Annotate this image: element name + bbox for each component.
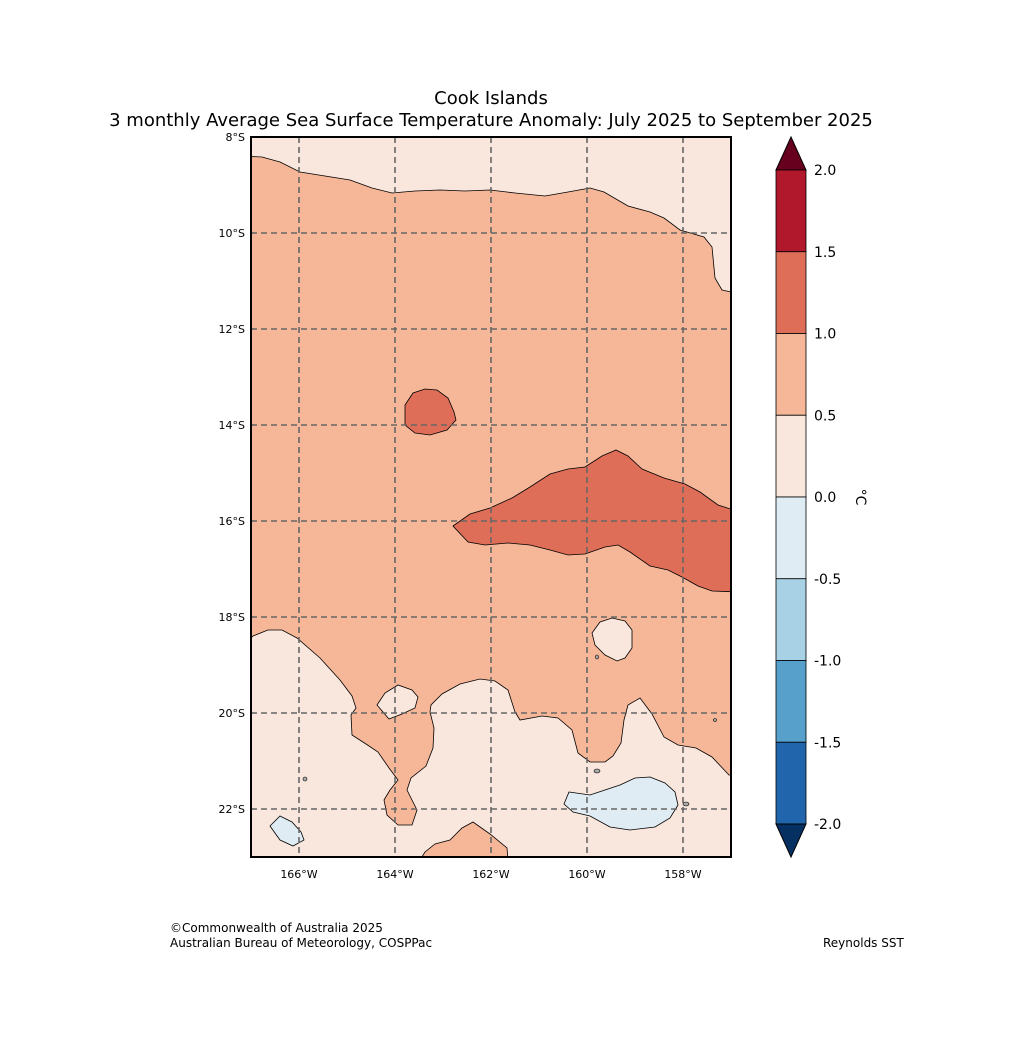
map-subtitle: 3 monthly Average Sea Surface Temperatur…: [109, 110, 873, 131]
colorbar-segment: [775, 660, 807, 743]
anomaly-speck: [593, 768, 601, 774]
lat-label: 16°S: [219, 515, 245, 528]
lat-label: 8°S: [226, 131, 245, 144]
anomaly-region-1.0-1.5-west: [404, 388, 457, 436]
lon-label: 158°W: [664, 868, 701, 881]
anomaly-speck: [713, 718, 717, 722]
colorbar-tick-label: -2.0: [814, 817, 841, 833]
map-frame: [250, 136, 732, 858]
colorbar-segment: [775, 333, 807, 416]
colorbar-tick-label: -1.0: [814, 654, 841, 670]
latitude-labels: 8°S 10°S 12°S 14°S 16°S 18°S 20°S 22°S: [219, 131, 245, 816]
anomaly-region-0-0.5-island-a: [591, 617, 633, 662]
data-source-text: Reynolds SST: [823, 936, 904, 950]
lon-label: 160°W: [568, 868, 605, 881]
colorbar-tick-label: 1.0: [814, 327, 836, 343]
anomaly-speck: [302, 776, 308, 782]
anomaly-region-0-0.5-island-b: [376, 684, 419, 720]
colorbar-unit: °C: [852, 489, 868, 506]
colorbar-tick-label: 0.5: [814, 408, 836, 424]
colorbar-tick-label: 1.5: [814, 245, 836, 261]
map-plot-area: [251, 137, 731, 857]
lat-label: 22°S: [219, 803, 245, 816]
lon-label: 166°W: [280, 868, 317, 881]
colorbar-segment: [775, 741, 807, 825]
map-title: Cook Islands: [434, 88, 548, 109]
agency-text: Australian Bureau of Meteorology, COSPPa…: [170, 936, 433, 950]
lat-label: 20°S: [219, 707, 245, 720]
lat-label: 10°S: [219, 227, 245, 240]
colorbar-segment: [775, 496, 807, 580]
longitude-labels: 166°W 164°W 162°W 160°W 158°W: [280, 868, 701, 881]
anomaly-region-neg0.5-0-b: [269, 815, 305, 847]
lon-label: 164°W: [376, 868, 413, 881]
colorbar-tick-label: 2.0: [814, 163, 836, 179]
colorbar-segment: [775, 251, 807, 334]
anomaly-region-0.5-1.0-south: [421, 821, 509, 857]
colorbar: 2.0 1.5 1.0 0.5 0.0 -0.5 -1.0 -1.5 -2.0: [775, 135, 841, 859]
anomaly-speck: [595, 654, 599, 660]
footer-credits: ©Commonwealth of Australia 2025 Australi…: [170, 921, 432, 951]
lat-label: 12°S: [219, 323, 245, 336]
copyright-text: ©Commonwealth of Australia 2025: [170, 921, 383, 935]
colorbar-segment: [775, 169, 807, 253]
anomaly-speck: [682, 801, 690, 807]
colorbar-segment: [775, 578, 807, 661]
gridlines: [251, 137, 731, 857]
lat-label: 14°S: [219, 419, 245, 432]
anomaly-region-neg0.5-0-a: [563, 776, 679, 831]
colorbar-tick-label: 0.0: [814, 490, 836, 506]
colorbar-tick-label: -0.5: [814, 572, 841, 588]
lon-label: 162°W: [472, 868, 509, 881]
colorbar-extend-min: [775, 823, 807, 859]
colorbar-extend-max: [775, 135, 807, 171]
colorbar-tick-label: -1.5: [814, 735, 841, 751]
lat-label: 18°S: [219, 611, 245, 624]
colorbar-segment: [775, 414, 807, 498]
